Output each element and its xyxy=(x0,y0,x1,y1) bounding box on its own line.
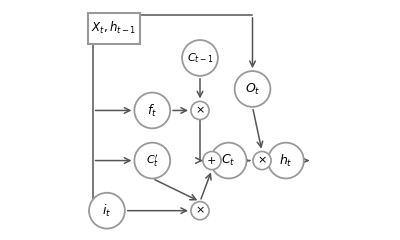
Circle shape xyxy=(268,143,304,179)
Circle shape xyxy=(89,193,125,228)
Circle shape xyxy=(191,101,209,120)
Text: $O_t$: $O_t$ xyxy=(245,81,260,96)
Text: $C_{t-1}$: $C_{t-1}$ xyxy=(187,51,213,65)
Circle shape xyxy=(134,143,170,179)
Text: ×: × xyxy=(195,206,205,216)
Circle shape xyxy=(203,151,221,170)
Text: $i_t$: $i_t$ xyxy=(102,203,112,219)
Circle shape xyxy=(211,143,246,179)
Text: $f_t$: $f_t$ xyxy=(147,102,157,119)
Text: $X_t, h_{t-1}$: $X_t, h_{t-1}$ xyxy=(91,20,137,36)
FancyBboxPatch shape xyxy=(88,13,140,44)
Circle shape xyxy=(253,151,271,170)
Circle shape xyxy=(234,71,270,107)
Circle shape xyxy=(182,40,218,76)
Text: $C_t^{\prime}$: $C_t^{\prime}$ xyxy=(146,153,159,168)
Text: $C_t$: $C_t$ xyxy=(222,153,236,168)
Text: +: + xyxy=(207,156,217,166)
Text: ×: × xyxy=(195,105,205,115)
Circle shape xyxy=(191,202,209,220)
Text: ×: × xyxy=(257,156,267,166)
Circle shape xyxy=(134,93,170,128)
Text: $h_t$: $h_t$ xyxy=(279,152,293,169)
